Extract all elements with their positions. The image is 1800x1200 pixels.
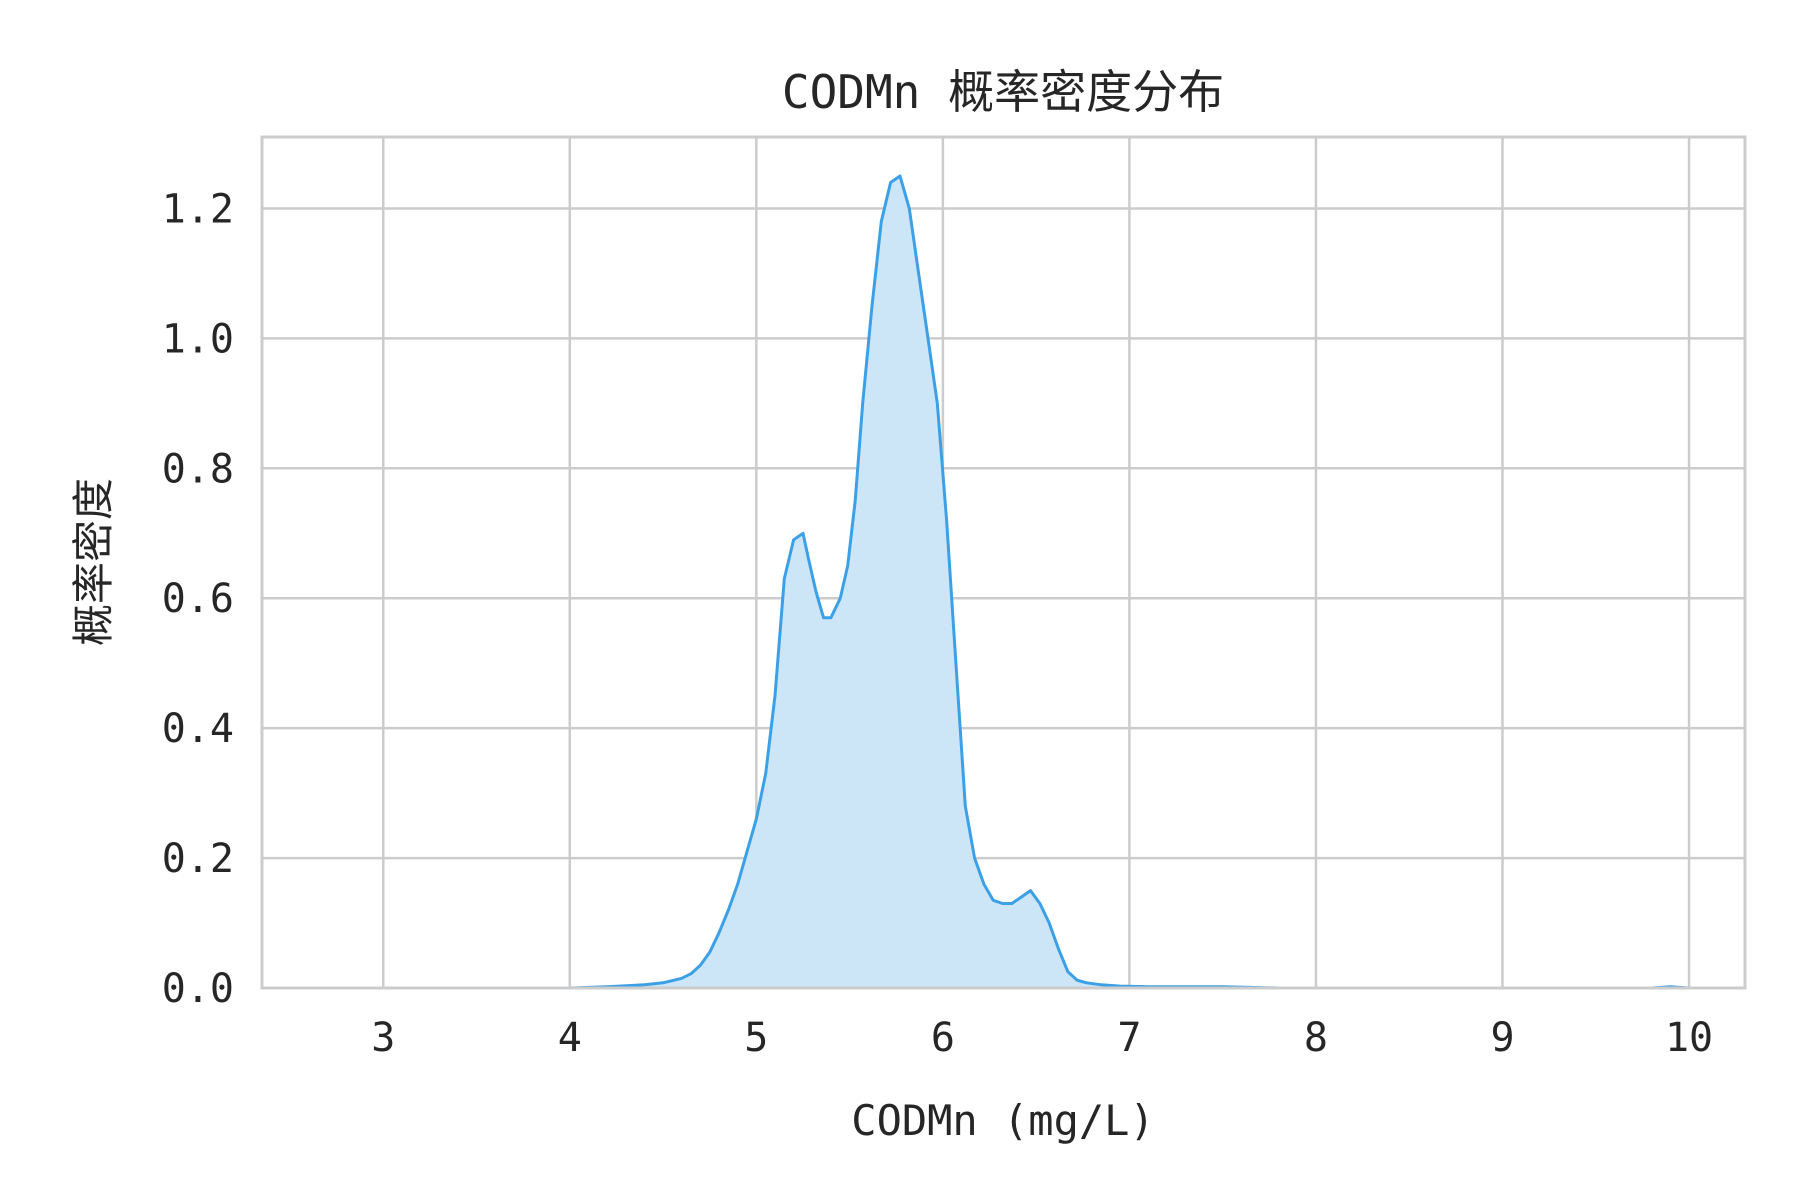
y-tick-label: 0.0 [162,966,234,1012]
y-tick-label: 0.8 [162,446,234,492]
y-tick-label: 1.0 [162,316,234,362]
x-tick-label: 9 [1490,1015,1514,1061]
y-tick-labels: 0.0 0.2 0.4 0.6 0.8 1.0 1.2 [162,186,234,1012]
y-tick-label: 0.6 [162,576,234,622]
plot-frame [260,135,1747,990]
x-tick-label: 6 [931,1015,955,1061]
x-axis-label: CODMn (mg/L) [851,1096,1154,1145]
y-tick-label: 0.2 [162,836,234,882]
density-line [271,174,1690,990]
x-tick-label: 4 [558,1015,582,1061]
y-tick-label: 0.4 [162,706,234,752]
x-tick-label: 5 [744,1015,768,1061]
plot-background [262,137,1745,988]
chart-title: CODMn 概率密度分布 [782,65,1224,119]
x-tick-labels: 3 4 5 6 7 8 9 10 [371,1015,1713,1061]
x-tick-label: 3 [371,1015,395,1061]
y-axis-label: 概率密度 [69,478,118,646]
x-tick-label: 8 [1304,1015,1328,1061]
x-tick-label: 7 [1117,1015,1141,1061]
density-area-group [271,174,1690,990]
x-tick-label: 10 [1665,1015,1713,1061]
y-tick-label: 1.2 [162,186,234,232]
